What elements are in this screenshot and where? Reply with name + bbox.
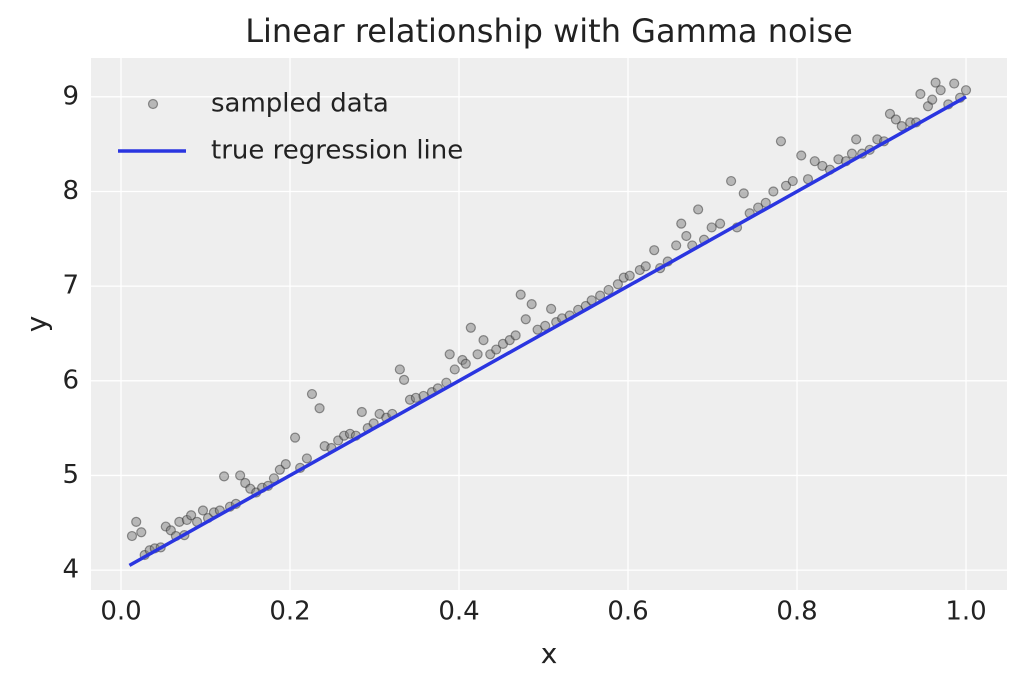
legend-label: true regression line — [211, 136, 463, 166]
data-point — [927, 94, 938, 105]
data-point — [472, 349, 483, 360]
data-point — [649, 245, 660, 256]
data-point — [444, 349, 455, 360]
legend-label: sampled data — [211, 89, 389, 119]
data-point — [960, 85, 972, 96]
data-point — [706, 222, 717, 233]
data-point — [136, 527, 147, 538]
data-point — [460, 358, 471, 369]
data-point — [274, 464, 285, 475]
data-point — [301, 453, 313, 464]
x-tick-label: 0.2 — [269, 597, 310, 627]
data-point — [289, 432, 301, 443]
y-tick-label: 8 — [62, 176, 79, 206]
legend-swatch — [147, 98, 159, 110]
data-point — [693, 204, 704, 215]
y-tick-label: 6 — [62, 365, 79, 395]
legend: sampled data true regression line — [118, 89, 463, 166]
x-tick-label: 0.8 — [776, 597, 817, 627]
data-point — [398, 374, 410, 385]
data-point — [540, 320, 551, 331]
data-point — [640, 261, 651, 272]
data-point — [197, 505, 209, 516]
data-point — [681, 230, 692, 242]
data-point — [935, 85, 946, 96]
data-point — [465, 322, 476, 333]
data-point — [846, 148, 858, 159]
data-point — [890, 114, 901, 125]
y-axis-label: y — [20, 316, 53, 333]
data-point — [624, 270, 635, 281]
y-tick-label: 5 — [62, 460, 79, 490]
data-point — [676, 218, 687, 229]
data-point — [218, 471, 230, 482]
data-point — [780, 180, 792, 191]
data-point — [809, 156, 820, 167]
data-point — [671, 240, 682, 251]
y-tick-label: 4 — [62, 555, 79, 585]
data-point — [449, 364, 460, 375]
data-point — [314, 403, 325, 414]
data-point — [510, 330, 521, 341]
data-point — [768, 186, 779, 197]
data-point — [603, 284, 614, 296]
data-point — [775, 136, 787, 147]
data-point — [817, 160, 828, 172]
data-point — [949, 78, 960, 89]
data-point — [280, 458, 291, 470]
chart-title: Linear relationship with Gamma noise — [245, 12, 853, 50]
data-point — [915, 88, 926, 100]
data-point — [235, 470, 246, 481]
data-point — [394, 364, 405, 375]
data-point — [922, 101, 934, 112]
data-point — [787, 175, 798, 187]
data-point — [515, 289, 526, 300]
y-tick-label: 7 — [62, 271, 79, 301]
data-point — [851, 134, 862, 145]
data-point — [186, 510, 197, 521]
data-point — [546, 303, 557, 314]
marks — [126, 77, 972, 567]
data-point — [726, 175, 737, 187]
data-point — [930, 77, 941, 88]
data-point — [356, 406, 367, 418]
x-tick-label: 0.4 — [438, 597, 479, 627]
data-point — [884, 108, 896, 119]
data-point — [612, 279, 623, 290]
data-point — [738, 188, 749, 199]
regression-line — [128, 95, 967, 567]
x-tick-label: 0.0 — [100, 597, 141, 627]
data-point — [526, 299, 537, 310]
data-point — [306, 388, 318, 400]
x-tick-label: 0.6 — [607, 597, 648, 627]
data-point — [896, 121, 907, 132]
data-point — [715, 218, 726, 229]
data-point — [796, 150, 807, 161]
x-tick-label: 1.0 — [945, 597, 986, 627]
data-point — [491, 344, 502, 355]
y-tick-label: 9 — [62, 81, 79, 111]
x-axis-label: x — [541, 637, 558, 670]
data-point — [520, 314, 531, 325]
data-point — [478, 334, 489, 346]
data-point — [131, 516, 142, 527]
data-point — [126, 530, 138, 542]
data-point — [532, 324, 543, 335]
